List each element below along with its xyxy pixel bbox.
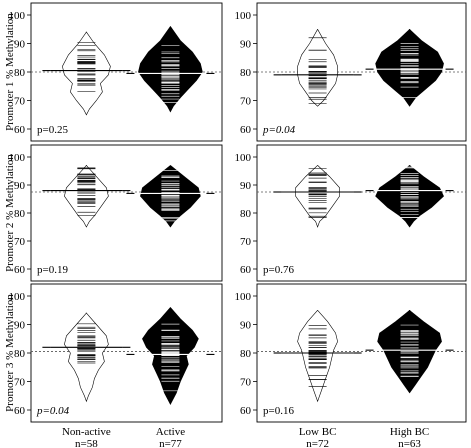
p-value-label: p=0.19 <box>37 264 68 276</box>
y-tick-label: 80 <box>240 208 252 220</box>
y-tick-label: 90 <box>240 320 252 332</box>
p-value-label: p=0.25 <box>37 124 68 136</box>
panel-frame <box>30 144 223 282</box>
x-group-n: n=77 <box>159 438 182 448</box>
y-tick-label: 60 <box>14 405 26 417</box>
x-group-n: n=72 <box>306 438 329 448</box>
y-tick-label: 80 <box>14 348 26 360</box>
y-tick-label: 90 <box>14 39 26 51</box>
bean-outline <box>62 31 111 116</box>
panel-frame <box>30 283 223 423</box>
y-tick-label: 70 <box>14 236 26 248</box>
x-group-label: Active <box>156 426 185 438</box>
axis-text-layer: 60 70 80 90 100 p=0.25 60 70 80 90 100 p=0.04 60 70 80… <box>4 10 429 448</box>
x-group-label: Low BC <box>299 426 337 438</box>
x-group-n: n=63 <box>398 438 421 448</box>
y-tick-label: 60 <box>240 405 252 417</box>
y-tick-label: 70 <box>240 236 252 248</box>
y-tick-label: 100 <box>235 152 252 164</box>
y-tick-label: 90 <box>240 180 252 192</box>
y-tick-label: 80 <box>240 348 252 360</box>
p-value-label: p=0.04 <box>36 405 70 417</box>
y-tick-label: 80 <box>14 67 26 79</box>
y-tick-label: 100 <box>9 291 26 303</box>
y-tick-label: 90 <box>14 320 26 332</box>
y-tick-label: 60 <box>14 124 26 136</box>
y-axis-title: Promoter 2 % Methylation <box>4 154 16 272</box>
y-axis-title: Promoter 3 % Methylation <box>4 294 16 412</box>
p-value-label: p=0.04 <box>262 124 296 136</box>
y-tick-label: 100 <box>9 152 26 164</box>
p-value-label: p=0.76 <box>263 264 294 276</box>
y-tick-label: 100 <box>9 10 26 22</box>
y-tick-label: 60 <box>240 264 252 276</box>
panel-frame <box>256 144 467 282</box>
y-tick-label: 90 <box>240 39 252 51</box>
panels-layer <box>27 2 467 423</box>
bean-filled <box>138 26 203 113</box>
x-group-n: n=58 <box>75 438 98 448</box>
bean-outline <box>64 165 109 228</box>
y-tick-label: 70 <box>14 96 26 108</box>
y-tick-label: 100 <box>235 291 252 303</box>
y-tick-label: 100 <box>235 10 252 22</box>
x-group-label: Non-active <box>62 426 111 438</box>
y-axis-title: Promoter 1 % Methylation <box>4 13 16 131</box>
bean-filled <box>375 29 444 107</box>
p-value-label: p=0.16 <box>263 405 294 417</box>
x-group-label: High BC <box>390 426 429 438</box>
y-tick-label: 80 <box>240 67 252 79</box>
y-tick-label: 70 <box>14 377 26 389</box>
y-tick-label: 60 <box>240 124 252 136</box>
y-tick-label: 70 <box>240 377 252 389</box>
y-tick-label: 70 <box>240 96 252 108</box>
y-tick-label: 60 <box>14 264 26 276</box>
y-tick-label: 80 <box>14 208 26 220</box>
y-tick-label: 90 <box>14 180 26 192</box>
